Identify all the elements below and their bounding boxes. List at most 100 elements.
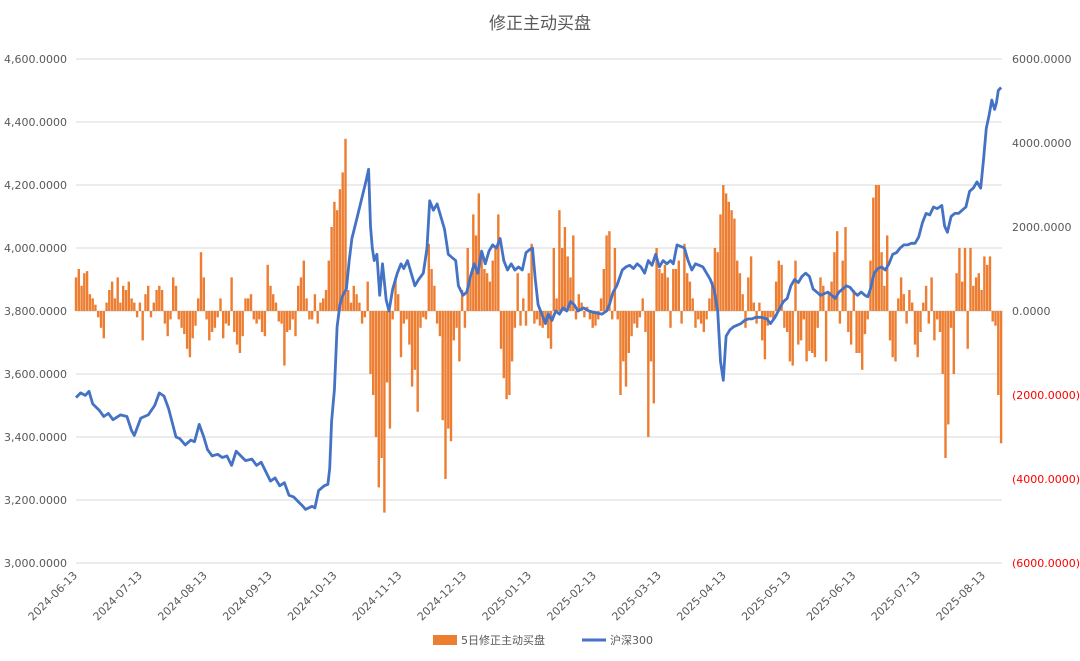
bar [747, 277, 750, 311]
bar [305, 298, 308, 311]
bar [558, 210, 561, 311]
bar [636, 311, 639, 328]
bar [485, 273, 489, 311]
bar [549, 311, 553, 349]
bar [335, 210, 339, 311]
bar [147, 285, 150, 311]
bar [986, 264, 989, 311]
bar [711, 281, 714, 311]
bar [955, 273, 958, 311]
bar [772, 311, 775, 320]
bar [891, 311, 894, 358]
bar [844, 227, 847, 311]
bar [191, 311, 194, 339]
bar [166, 311, 169, 337]
bar [988, 256, 992, 311]
bar [905, 311, 908, 324]
bar [708, 298, 711, 311]
bar [794, 260, 797, 311]
bar [677, 260, 680, 311]
bar [647, 311, 650, 437]
bar [572, 235, 575, 311]
bar [824, 311, 828, 362]
bar [360, 311, 364, 324]
bar [619, 311, 622, 395]
bar [963, 248, 967, 311]
bar [863, 311, 867, 335]
bar [961, 281, 964, 311]
bar [916, 311, 919, 358]
bar [691, 298, 694, 311]
bar [674, 269, 678, 311]
bar [380, 311, 383, 458]
bar [544, 311, 547, 320]
bar [952, 311, 955, 374]
y-right-tick-label: 0.0000 [1012, 305, 1051, 318]
bar [944, 311, 947, 458]
bar [163, 311, 167, 324]
bar [561, 248, 564, 311]
bar [769, 311, 772, 318]
bar [886, 235, 889, 311]
bar [127, 281, 130, 311]
bar [997, 311, 1000, 395]
bar [913, 311, 917, 345]
bar [838, 311, 842, 324]
bar [241, 311, 244, 337]
bar [849, 311, 853, 345]
bar [291, 311, 294, 320]
bar [513, 311, 517, 328]
bar [188, 311, 192, 358]
bar [611, 311, 614, 320]
bar [180, 311, 183, 328]
bar [638, 311, 642, 318]
bar [786, 311, 789, 332]
bar [319, 302, 322, 311]
bar [260, 311, 264, 332]
bar [244, 298, 247, 311]
bar [533, 311, 536, 324]
bar [352, 285, 355, 311]
y-left-tick-label: 4,000.0000 [4, 242, 67, 255]
bar [724, 193, 728, 311]
bar [155, 290, 158, 311]
bar [463, 311, 467, 328]
bar [202, 277, 205, 311]
bar [733, 218, 736, 311]
bar [169, 311, 172, 320]
bar [494, 248, 497, 311]
bar [505, 311, 508, 400]
bar [405, 311, 408, 320]
bar [349, 302, 353, 311]
bar [980, 290, 983, 311]
y-left-tick-label: 4,200.0000 [4, 179, 67, 192]
bar [113, 298, 117, 311]
bar [88, 294, 92, 311]
bar [669, 311, 672, 328]
bar [599, 298, 603, 311]
y-right-tick-label: 6000.0000 [1012, 53, 1072, 66]
legend-label-bars: 5日修正主动买盘 [461, 633, 545, 647]
bar [580, 302, 583, 311]
series-line-hs300 [74, 86, 1003, 511]
bar [391, 311, 394, 320]
bar [719, 214, 722, 311]
bar [235, 311, 239, 345]
y-axis-left: 3,000.0000 3,200.0000 3,400.0000 3,600.0000… [4, 53, 67, 570]
bar [836, 231, 839, 311]
bar [330, 227, 333, 311]
bar [388, 311, 392, 429]
bar [780, 264, 783, 311]
bar [474, 235, 478, 311]
bar [783, 311, 786, 328]
bar [883, 285, 886, 311]
bar [624, 311, 628, 387]
bar [458, 311, 461, 362]
bar [688, 281, 692, 311]
bar [94, 304, 97, 311]
bar [936, 311, 939, 320]
bar [858, 311, 861, 353]
bar [841, 260, 844, 311]
bar [480, 252, 483, 311]
bar [602, 269, 605, 311]
